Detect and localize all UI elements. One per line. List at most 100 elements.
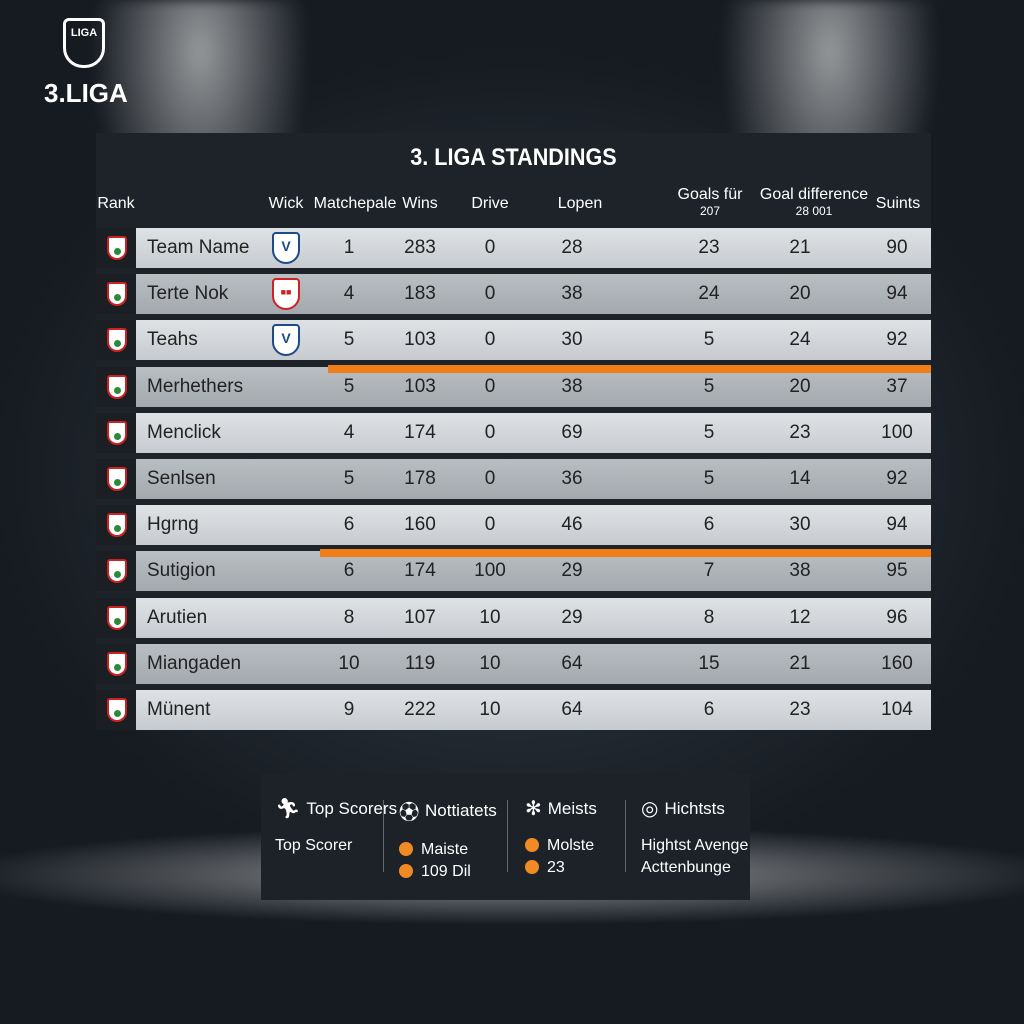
cell-p: 94	[886, 514, 908, 536]
cell-g: 15	[698, 652, 720, 674]
team-name: Arutien	[147, 606, 208, 628]
cell-m: 6	[343, 514, 355, 536]
cell-gd: 14	[789, 468, 811, 489]
cell-d: 100	[474, 560, 506, 582]
cell-l: 29	[561, 560, 583, 582]
soccer-ball-icon: ⚽︎	[399, 802, 419, 824]
cell-p: 37	[886, 375, 908, 397]
stat-title: Meists	[547, 798, 597, 818]
cell-m: 5	[343, 329, 355, 351]
orange-dot-icon	[399, 864, 413, 878]
cell-p: 90	[886, 237, 908, 258]
header-goals[interactable]: Goals für 207	[678, 187, 743, 219]
cell-l: 38	[561, 375, 583, 397]
cell-p: 92	[886, 329, 908, 351]
team-crest-icon	[96, 412, 136, 453]
cell-g: 8	[703, 606, 715, 628]
cell-p: 94	[886, 283, 908, 305]
cell-gd: 30	[789, 514, 811, 536]
stat-line: Top Scorer	[275, 837, 353, 854]
header-gd[interactable]: Goal difference 28 001	[760, 187, 868, 219]
cell-g: 23	[698, 237, 720, 258]
team-name: Miangaden	[147, 652, 242, 674]
table-row[interactable]: Terte Nok ■■ 4 183 0 38 24 20 94	[96, 274, 931, 315]
stat-line: 23	[547, 859, 565, 876]
stat-title: Hichtsts	[664, 798, 725, 818]
header-drive[interactable]: Drive	[471, 195, 509, 212]
table-row[interactable]: Arutien 8 107 10 29 8 12 96	[96, 597, 931, 638]
cell-gd: 38	[789, 560, 811, 582]
cell-w: 174	[404, 560, 436, 582]
table-row[interactable]: Münent 9 222 10 64 6 23 104	[96, 690, 931, 730]
stat-title: Nottiatets	[425, 800, 497, 820]
cell-m: 6	[343, 560, 355, 582]
cell-p: 104	[881, 699, 913, 720]
orange-dot-icon	[525, 860, 539, 874]
team-crest-icon	[96, 459, 136, 499]
header-points[interactable]: Suints	[875, 195, 921, 212]
header-wins[interactable]: Wins	[402, 195, 438, 212]
stat-line: Molste	[547, 837, 595, 854]
cell-m: 5	[343, 468, 355, 489]
cell-l: 36	[561, 468, 583, 489]
cell-m: 4	[343, 283, 355, 305]
header-rank[interactable]: Rank	[97, 195, 135, 212]
cell-d: 0	[484, 514, 496, 536]
league-name: 3.LIGA	[44, 78, 128, 108]
table-row[interactable]: Sutigion 6 174 100 29 7 38 95	[96, 551, 931, 592]
stat-line: Acttenbunge	[641, 859, 731, 876]
cell-gd: 23	[789, 699, 811, 720]
team-name: Menclick	[147, 421, 221, 443]
club-badge-icon: ■■	[272, 278, 300, 311]
cell-w: 174	[404, 421, 436, 443]
cell-l: 30	[561, 329, 583, 351]
table-row[interactable]: Hgrng 6 160 0 46 6 30 94	[96, 505, 931, 546]
cell-w: 183	[404, 283, 436, 305]
stat-line: Hightst Avenge	[641, 837, 749, 854]
team-crest-icon	[96, 643, 136, 684]
stat-top-scorers[interactable]: 🏃︎ Top Scorers Top Scorer	[275, 796, 397, 857]
header-goals-label: Goals für	[677, 186, 743, 203]
cell-g: 7	[703, 560, 715, 582]
table-row[interactable]: Teahs V 5 103 0 30 5 24 92	[96, 320, 931, 361]
stat-meists[interactable]: ✻ Meists Molste 23	[525, 796, 597, 879]
header-goals-sub: 207	[699, 204, 721, 218]
cell-g: 6	[703, 699, 715, 720]
table-row[interactable]: Senlsen 5 178 0 36 5 14 92	[96, 459, 931, 499]
cell-gd: 12	[789, 606, 811, 628]
stat-notiatets[interactable]: ⚽︎ Nottiatets Maiste 109 Dil	[399, 796, 497, 883]
club-badge-icon: V	[272, 232, 300, 264]
standings-table: 3. LIGA STANDINGS Rank Wick Matchepale W…	[96, 133, 931, 730]
asterisk-icon: ✻	[525, 798, 542, 820]
cell-g: 5	[703, 468, 715, 489]
cell-d: 10	[479, 699, 501, 720]
cell-gd: 21	[789, 237, 811, 258]
cell-gd: 20	[789, 375, 811, 397]
cell-d: 0	[484, 329, 496, 351]
stat-hichtsts[interactable]: ◎ Hichtsts Hightst Avenge Acttenbunge	[641, 796, 748, 879]
table-row[interactable]: Menclick 4 174 0 69 5 23 100	[96, 412, 931, 453]
cell-w: 160	[404, 514, 436, 536]
cell-l: 64	[561, 699, 583, 720]
cell-d: 0	[484, 421, 496, 443]
header-lopen[interactable]: Lopen	[557, 195, 603, 212]
club-badge-icon: V	[272, 324, 300, 357]
cell-p: 160	[881, 652, 913, 674]
header-matches[interactable]: Matchepale	[313, 195, 397, 212]
table-row[interactable]: Team Name V 1 283 0 28 23 21 90	[96, 228, 931, 268]
table-row[interactable]: Miangaden 10 119 10 64 15 21 160	[96, 643, 931, 684]
cell-w: 178	[404, 468, 436, 489]
cell-w: 283	[404, 237, 436, 258]
team-name: Teahs	[147, 329, 198, 351]
cell-l: 29	[561, 606, 583, 628]
promotion-line	[320, 549, 931, 558]
divider	[625, 800, 626, 872]
table-title: 3. LIGA STANDINGS	[410, 144, 617, 171]
cell-gd: 21	[789, 652, 811, 674]
cell-l: 69	[561, 421, 583, 443]
divider	[383, 800, 384, 872]
table-row[interactable]: Merhethers 5 103 0 38 5 20 37	[96, 366, 931, 407]
cell-p: 96	[886, 606, 908, 628]
stat-line: Maiste	[421, 841, 469, 858]
header-wick[interactable]: Wick	[268, 195, 304, 212]
